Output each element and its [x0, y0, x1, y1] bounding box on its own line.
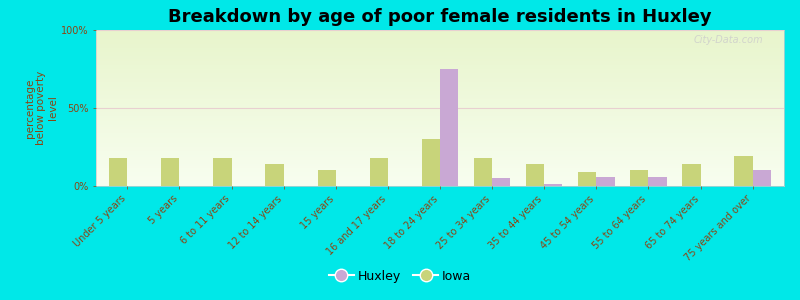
Bar	[526, 164, 544, 186]
Bar	[649, 177, 666, 186]
Bar	[370, 158, 388, 186]
Bar	[440, 69, 458, 186]
Text: City-Data.com: City-Data.com	[694, 35, 763, 45]
Bar	[266, 164, 284, 186]
Bar	[161, 158, 179, 186]
Bar	[544, 184, 562, 186]
Bar	[109, 158, 127, 186]
Bar	[422, 139, 440, 186]
Bar	[630, 170, 649, 186]
Bar	[492, 178, 510, 186]
Bar	[753, 170, 771, 186]
Bar	[596, 177, 614, 186]
Title: Breakdown by age of poor female residents in Huxley: Breakdown by age of poor female resident…	[168, 8, 712, 26]
Bar	[474, 158, 492, 186]
Bar	[214, 158, 231, 186]
Y-axis label: percentage
below poverty
level: percentage below poverty level	[25, 71, 58, 145]
Bar	[734, 156, 753, 186]
Bar	[318, 170, 336, 186]
Bar	[682, 164, 701, 186]
Bar	[578, 172, 596, 186]
Legend: Huxley, Iowa: Huxley, Iowa	[324, 265, 476, 288]
